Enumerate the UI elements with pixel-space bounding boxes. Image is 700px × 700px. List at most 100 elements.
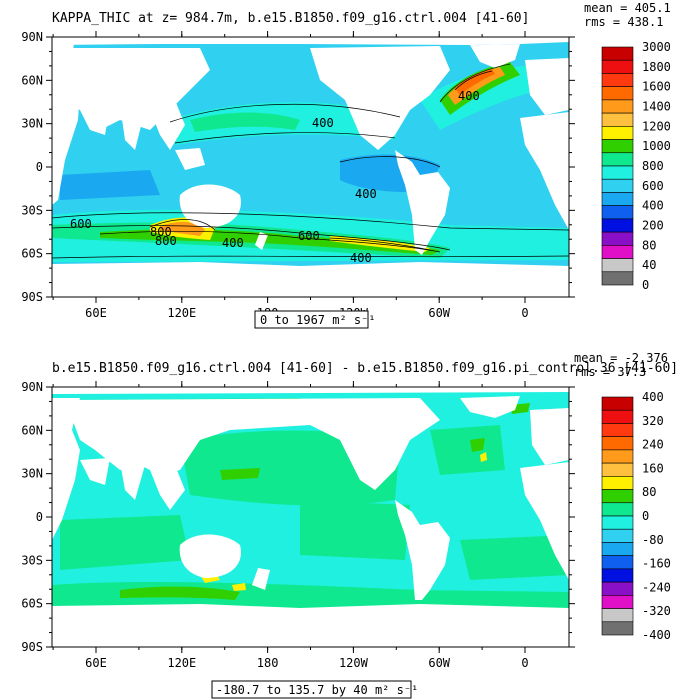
x-tick-label: 120W xyxy=(339,656,369,670)
y-tick-label: 0 xyxy=(36,510,43,524)
y-tick-label: 90N xyxy=(21,380,43,394)
y-tick-label: 90N xyxy=(21,30,43,44)
y-tick-label: 30S xyxy=(21,203,43,217)
colorbar-swatch xyxy=(601,126,634,140)
contour-label: 400 xyxy=(350,251,372,265)
contour-lines xyxy=(52,63,569,259)
colorbar-swatch xyxy=(601,476,634,490)
colorbar-swatch xyxy=(601,205,634,220)
contour-label: 400 xyxy=(222,236,244,250)
colorbar-label: 1600 xyxy=(642,80,671,94)
colorbar-label: 160 xyxy=(642,461,664,475)
panel-top: KAPPA_THIC at z= 984.7m, b.e15.B1850.f09… xyxy=(21,1,671,329)
contour-labels: 400 400 400 600 800 800 400 600 400 xyxy=(70,89,480,265)
field-band-1400 xyxy=(448,67,505,105)
panel-bottom-colorbar: 400 320 240 160 80 0 -80 -160 -240 -320 -400 xyxy=(601,390,671,642)
colorbar-swatch xyxy=(601,621,634,636)
land xyxy=(52,387,569,647)
colorbar-swatch xyxy=(601,99,634,114)
contour-label: 800 xyxy=(150,225,172,239)
colorbar-label: 1200 xyxy=(642,119,671,133)
panel-bottom-map xyxy=(52,387,569,647)
colorbar-swatch xyxy=(601,462,634,477)
colorbar-swatch xyxy=(601,608,634,623)
colorbar-label: 400 xyxy=(642,390,664,404)
y-tick-label: 30N xyxy=(21,467,43,481)
colorbar-label: 400 xyxy=(642,199,664,213)
land xyxy=(52,37,569,297)
panel-top-rms: rms = 438.1 xyxy=(584,15,663,29)
colorbar-label: 200 xyxy=(642,219,664,233)
colorbar-swatch xyxy=(601,436,634,451)
contour-label: 400 xyxy=(458,89,480,103)
x-tick-label: 60W xyxy=(428,306,450,320)
y-tick-label: 90S xyxy=(21,640,43,654)
colorbar-swatch xyxy=(601,409,634,424)
panel-bottom-title: b.e15.B1850.f09_g16.ctrl.004 [41-60] - b… xyxy=(52,361,678,376)
contour-label: 600 xyxy=(70,217,92,231)
colorbar-swatch xyxy=(601,528,634,543)
colorbar-swatch xyxy=(601,502,634,517)
colorbar-swatch xyxy=(601,178,634,193)
contour-label: 400 xyxy=(312,116,334,130)
y-tick-label: 30S xyxy=(21,553,43,567)
colorbar-label: 800 xyxy=(642,159,664,173)
y-tick-label: 30N xyxy=(21,117,43,131)
y-tick-label: 90S xyxy=(21,290,43,304)
panel-top-range-label: 0 to 1967 m² s⁻¹ xyxy=(260,313,376,327)
colorbar-label: -320 xyxy=(642,604,671,618)
colorbar-label: 1800 xyxy=(642,60,671,74)
contour-label: 600 xyxy=(298,229,320,243)
colorbar-label: -160 xyxy=(642,557,671,571)
x-tick-label: 120E xyxy=(167,306,196,320)
x-tick-label: 0 xyxy=(521,656,528,670)
colorbar-label: 1400 xyxy=(642,100,671,114)
y-tick-label: 60S xyxy=(21,247,43,261)
panel-bottom-range-label: -180.7 to 135.7 by 40 m² s⁻¹ xyxy=(216,683,418,697)
colorbar-label: 40 xyxy=(642,258,656,272)
colorbar-label: -240 xyxy=(642,580,671,594)
x-tick-label: 60E xyxy=(85,656,107,670)
colorbar-swatch xyxy=(601,218,634,233)
panel-bottom-axes: 60E 120E 180 120W 60W 0 90N 60N 30N 0 30S 60S 90S xyxy=(21,380,575,670)
colorbar-label: 80 xyxy=(642,238,656,252)
colorbar-swatch xyxy=(601,139,634,154)
colorbar-swatch xyxy=(601,192,634,206)
y-tick-label: 60N xyxy=(21,423,43,437)
colorbar-label: 0 xyxy=(642,278,649,292)
colorbar-swatch xyxy=(601,258,634,273)
field-band-600 xyxy=(190,112,300,132)
colorbar-label: 80 xyxy=(642,485,656,499)
panel-top-title: KAPPA_THIC at z= 984.7m, b.e15.B1850.f09… xyxy=(52,11,529,26)
colorbar-swatch xyxy=(601,568,634,583)
x-tick-label: 60E xyxy=(85,306,107,320)
panel-bottom-mean: mean = -2.376 xyxy=(574,351,668,365)
colorbar-swatch xyxy=(601,396,634,411)
colorbar-swatch xyxy=(601,73,634,87)
colorbar-swatch xyxy=(601,112,634,127)
colorbar-label: 320 xyxy=(642,414,664,428)
x-tick-label: 0 xyxy=(521,306,528,320)
panel-top-range-box xyxy=(254,310,369,329)
panel-top-map: 400 400 400 600 800 800 400 600 400 xyxy=(52,37,569,297)
field-band-1600 xyxy=(455,69,495,95)
colorbar-swatch xyxy=(601,515,634,530)
colorbar-label: 0 xyxy=(642,509,649,523)
colorbar-label: 240 xyxy=(642,438,664,452)
colorbar-label: 600 xyxy=(642,179,664,193)
colorbar-swatch xyxy=(601,489,634,504)
colorbar-swatch xyxy=(601,581,634,596)
y-tick-label: 0 xyxy=(36,160,43,174)
x-tick-label: 60W xyxy=(428,656,450,670)
panel-bottom-range-box xyxy=(211,680,412,699)
colorbar-swatch xyxy=(601,555,634,570)
colorbar-swatch xyxy=(601,595,634,609)
x-tick-label: 180 xyxy=(257,656,279,670)
panel-top-mean: mean = 405.1 xyxy=(584,1,671,15)
colorbar-swatch xyxy=(601,423,634,437)
colorbar-swatch xyxy=(601,86,634,101)
contour-label: 800 xyxy=(155,234,177,248)
colorbar-swatch xyxy=(601,59,634,74)
colorbar-label: 1000 xyxy=(642,139,671,153)
